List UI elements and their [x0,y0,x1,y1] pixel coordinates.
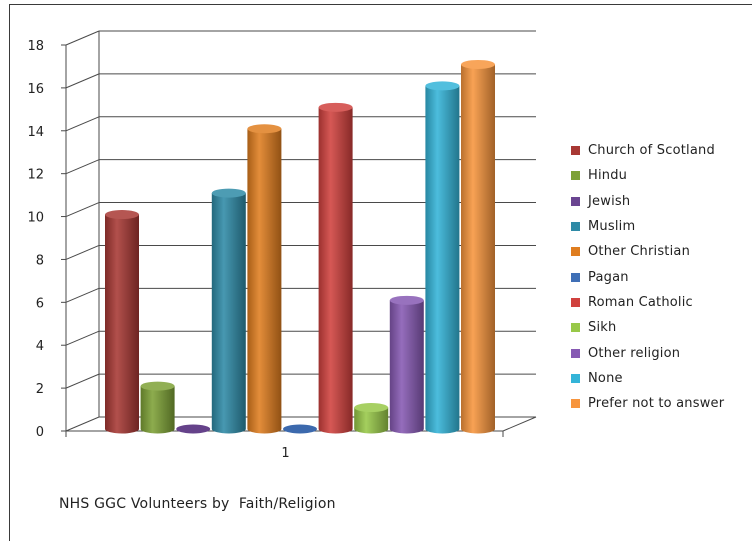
legend-label: Other Christian [588,244,691,260]
bar-church-of-scotland [105,210,139,434]
bar-none [425,81,460,434]
legend-item: Hindu [571,163,751,188]
bar-jewish [176,424,211,434]
bar-body [461,64,495,434]
legend-label: Pagan [588,269,629,285]
y-tick-label: 10 [27,211,44,226]
bar-muslim [211,188,246,434]
gridline-depth [65,416,100,432]
bar-top [211,188,246,198]
y-tick-label: 8 [36,253,44,268]
bar-body [318,107,353,434]
y-tick-label: 6 [36,296,44,311]
legend-label: Other religion [588,345,681,361]
bar-other-christian [247,124,282,434]
legend-item: Other religion [571,340,751,365]
bar-top [105,210,139,220]
bar-body [140,386,175,434]
bar-body [425,85,460,434]
legend-swatch [571,247,580,257]
gridline-depth [65,202,100,218]
gridline-depth [65,373,100,389]
legend: Church of Scotland Hindu Jewish Muslim Other… [571,138,751,416]
legend-item: Jewish [571,189,751,214]
legend-swatch [571,297,580,307]
bar-body [389,300,424,434]
bar-hindu [140,381,175,434]
y-tick-label: 12 [27,168,44,183]
legend-item: Other Christian [571,239,751,264]
gridline-depth [65,30,100,46]
legend-item: Prefer not to answer [571,391,751,416]
x-tick-label: 1 [281,446,289,461]
legend-label: Roman Catholic [588,294,693,310]
gridline-depth [65,244,100,260]
bar-roman-catholic [318,102,353,434]
legend-item: Sikh [571,315,751,340]
y-tick-label: 4 [36,339,44,354]
gridline-depth [65,73,100,89]
legend-swatch [571,373,580,383]
bar-top [389,295,424,305]
legend-item: None [571,366,751,391]
bar-body [247,128,282,434]
bar-top [140,381,175,391]
legend-label: Muslim [588,219,636,235]
bar-top [354,403,389,413]
bar-top [461,59,495,69]
legend-label: Church of Scotland [588,143,715,159]
legend-label: Prefer not to answer [588,396,725,412]
y-tick-label: 18 [27,39,44,54]
chart-title: NHS GGC Volunteers by Faith/Religion [59,496,336,512]
legend-swatch [571,348,580,358]
legend-item: Roman Catholic [571,290,751,315]
legend-swatch [571,171,580,181]
legend-swatch [571,196,580,206]
legend-label: None [588,370,623,386]
legend-item: Muslim [571,214,751,239]
legend-label: Jewish [588,193,631,209]
y-tick-label: 14 [27,125,44,140]
bar-top [176,424,211,434]
tick-labels: 0 2 4 6 8 10 12 14 16 18 1 [27,39,289,461]
legend-label: Sikh [588,320,617,336]
y-tick-label: 0 [36,425,44,440]
bar-top [425,81,460,91]
legend-swatch [571,323,580,333]
bar-top [283,424,317,434]
legend-label: Hindu [588,168,628,184]
gridline-depth [65,116,100,132]
gridline-depth [65,159,100,175]
y-tick-label: 16 [27,82,44,97]
legend-item: Pagan [571,264,751,289]
gridline-depth [65,287,100,303]
floor-edge [502,416,537,432]
legend-swatch [571,222,580,232]
legend-swatch [571,399,580,409]
bar-top [247,124,282,134]
legend-swatch [571,146,580,156]
y-tick-label: 2 [36,382,44,397]
bar-top [318,102,353,112]
bar-other-religion [389,295,424,434]
bar-pagan [283,424,317,434]
bar-body [211,193,246,434]
bar-sikh [354,403,389,434]
bar-body [354,407,389,434]
chart-frame [9,4,752,541]
gridline-depth [65,330,100,346]
bars [105,59,495,434]
legend-item: Church of Scotland [571,138,751,163]
bar-body [105,214,139,434]
legend-swatch [571,272,580,282]
bar-prefer-not-to-answer [461,59,495,434]
